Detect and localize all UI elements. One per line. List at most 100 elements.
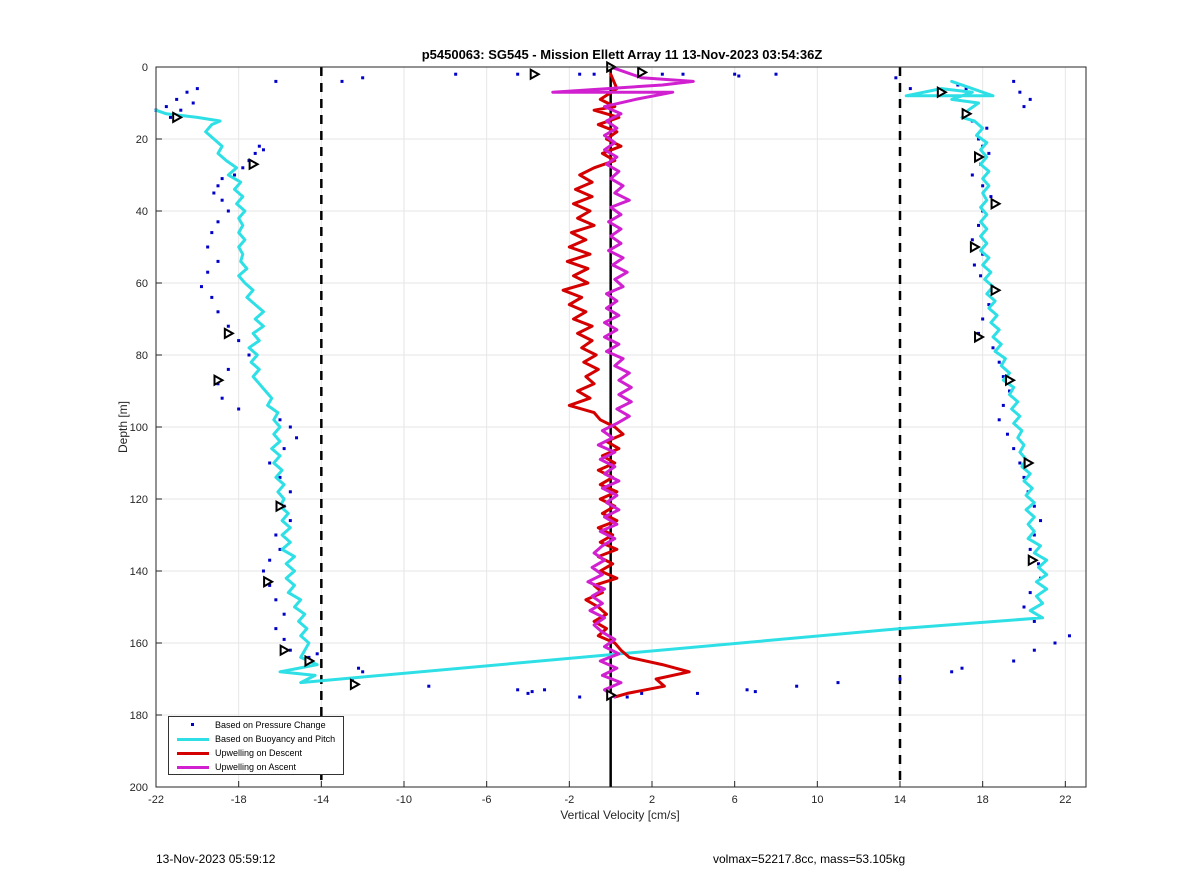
pressure-point (964, 87, 968, 91)
pressure-point (543, 688, 547, 692)
pressure-point (361, 670, 365, 674)
pressure-point (274, 598, 278, 602)
pressure-point (530, 690, 534, 694)
pressure-point (774, 72, 778, 76)
pressure-point (274, 627, 278, 631)
y-tick-label: 140 (130, 566, 148, 578)
pressure-point (991, 346, 995, 350)
y-tick-label: 180 (130, 710, 148, 722)
pressure-point (1032, 504, 1036, 508)
legend-item-ascent: Upwelling on Ascent (169, 760, 345, 774)
x-tick-label: -14 (313, 794, 329, 806)
pressure-point (733, 72, 737, 76)
y-tick-label: 200 (130, 782, 148, 794)
triangle-marker (223, 327, 235, 340)
pressure-point (981, 184, 985, 188)
legend-swatch-ascent (177, 766, 209, 769)
pressure-point (288, 519, 292, 523)
triangle-marker (529, 67, 541, 81)
pressure-point (977, 137, 981, 141)
y-tick-label: 120 (130, 494, 148, 506)
pressure-point (212, 191, 216, 195)
pressure-point (427, 684, 431, 688)
triangle-marker (606, 688, 618, 702)
y-tick-label: 0 (142, 62, 148, 74)
pressure-point (210, 295, 214, 299)
pressure-point (950, 670, 954, 674)
triangle-marker (974, 150, 986, 164)
legend-swatch-pressure (191, 723, 194, 726)
pressure-point (241, 166, 245, 170)
x-tick-label: -2 (564, 794, 574, 806)
footer-vehicle-params: volmax=52217.8cc, mass=53.105kg (713, 852, 906, 866)
triangle-marker (275, 499, 287, 513)
triangle-marker (637, 66, 649, 79)
pressure-point (274, 533, 278, 537)
pressure-point (977, 223, 981, 227)
pressure-point (220, 198, 224, 202)
x-tick-label: -6 (482, 794, 492, 806)
legend-label-descent: Upwelling on Descent (215, 748, 303, 758)
pressure-point (987, 151, 991, 155)
pressure-point (191, 101, 195, 105)
pressure-point (578, 72, 582, 76)
pressure-point (278, 418, 282, 422)
pressure-point (361, 76, 365, 80)
pressure-point (908, 87, 912, 91)
legend-swatch-buoyancy (177, 738, 209, 741)
pressure-point (997, 418, 1001, 422)
pressure-point (1018, 90, 1022, 94)
pressure-point (247, 353, 251, 357)
pressure-point (210, 231, 214, 235)
triangle-marker (213, 373, 225, 387)
pressure-point (315, 652, 319, 656)
pressure-point (592, 72, 596, 76)
pressure-point (660, 72, 664, 76)
footer-timestamp: 13-Nov-2023 05:59:12 (156, 852, 276, 866)
pressure-point (970, 173, 974, 177)
pressure-point (1032, 648, 1036, 652)
pressure-point (836, 681, 840, 685)
pressure-point (1012, 447, 1016, 451)
x-axis-label: Vertical Velocity [cm/s] (560, 808, 679, 822)
legend-item-descent: Upwelling on Descent (169, 746, 345, 760)
pressure-point (233, 173, 237, 177)
legend: Based on Pressure Change Based on Buoyan… (168, 716, 344, 775)
pressure-point (206, 270, 210, 274)
pressure-point (237, 339, 241, 343)
pressure-point (987, 303, 991, 307)
pressure-point (516, 72, 520, 76)
x-tick-label: -10 (396, 794, 412, 806)
pressure-point (526, 691, 530, 695)
pressure-point (898, 677, 902, 681)
pressure-point (282, 447, 286, 451)
triangle-marker (961, 107, 973, 121)
pressure-point (282, 612, 286, 616)
triangle-marker (263, 575, 275, 589)
pressure-point (288, 425, 292, 429)
pressure-point (989, 195, 993, 199)
pressure-point (737, 74, 741, 78)
pressure-point (261, 148, 265, 152)
pressure-point (216, 310, 220, 314)
triangle-marker (248, 157, 260, 171)
triangle-marker (1005, 373, 1017, 387)
x-tick-label: 6 (732, 794, 738, 806)
pressure-point (970, 238, 974, 242)
legend-item-buoyancy: Based on Buoyancy and Pitch (169, 732, 345, 746)
pressure-point (985, 126, 989, 130)
x-tick-label: 2 (649, 794, 655, 806)
pressure-point (257, 144, 261, 148)
pressure-point (278, 475, 282, 479)
pressure-point (226, 324, 230, 328)
pressure-point (1028, 547, 1032, 551)
triangle-marker (172, 111, 184, 124)
x-tick-label: 18 (977, 794, 989, 806)
pressure-point (1067, 634, 1071, 638)
chart-title: p5450063: SG545 - Mission Ellett Array 1… (422, 47, 823, 62)
pressure-point (199, 285, 203, 289)
x-tick-label: 10 (811, 794, 823, 806)
series-buoyancy-pitch (154, 79, 1049, 685)
pressure-point (168, 115, 172, 119)
pressure-point (795, 684, 799, 688)
